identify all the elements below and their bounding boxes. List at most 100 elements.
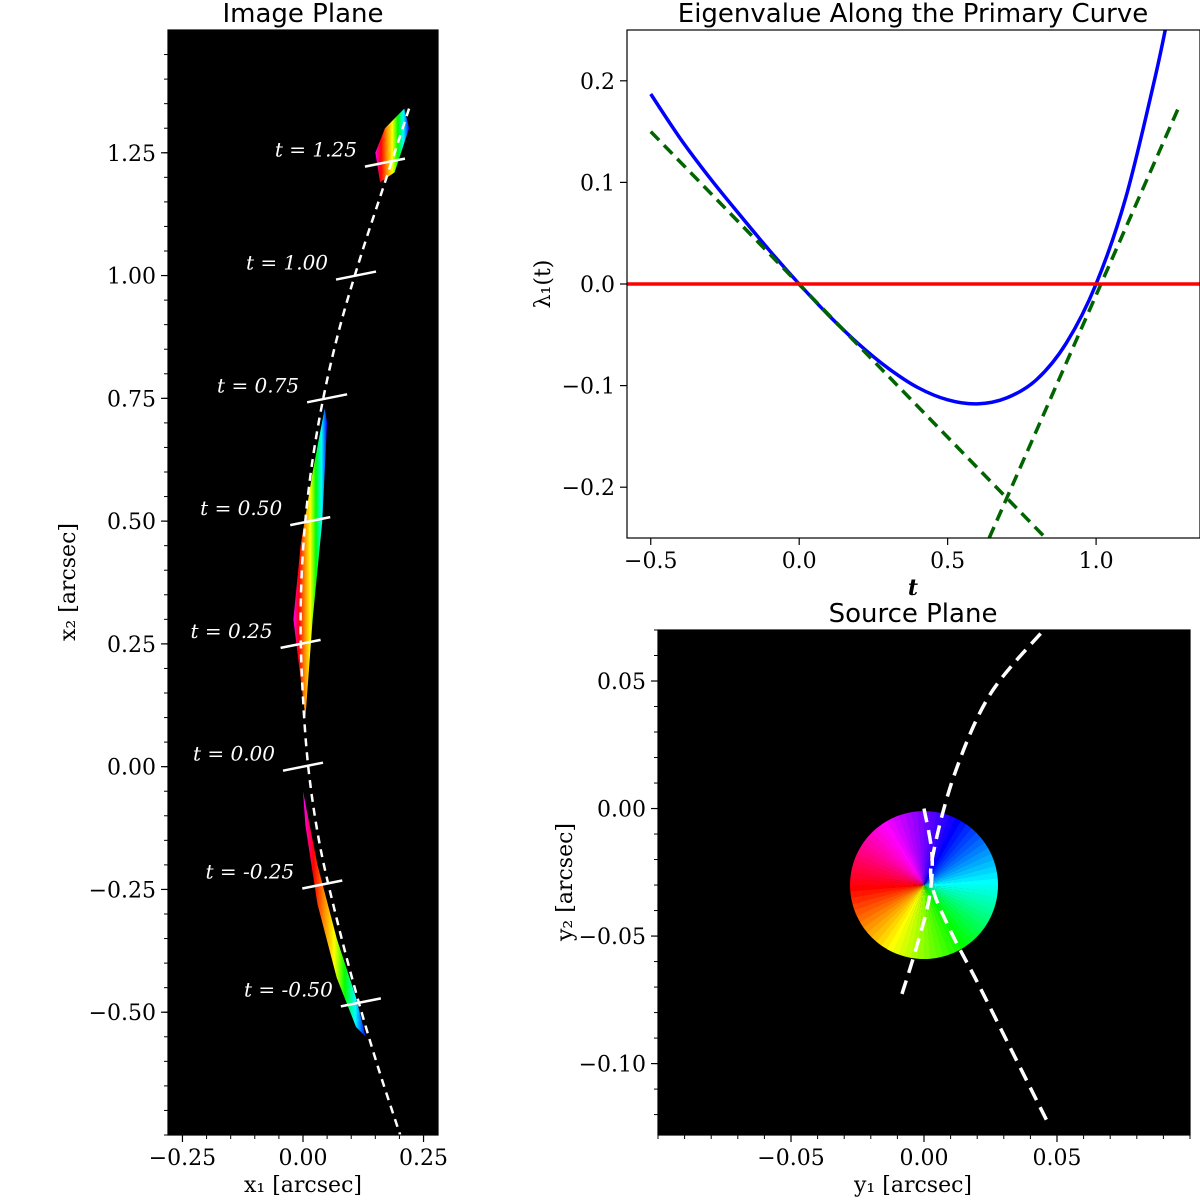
source-wedge	[924, 815, 956, 886]
x-tick-label: 0.5	[930, 549, 965, 574]
source-wedge	[924, 811, 937, 886]
source-wedge	[876, 824, 924, 886]
x-tick-label: 0.00	[900, 1146, 949, 1171]
source-wedge	[856, 848, 924, 886]
source-wedge	[924, 885, 998, 898]
y-tick-label: 0.75	[107, 387, 156, 412]
t-marker-tick	[302, 879, 343, 890]
t-marker-label: t = -0.50	[244, 977, 333, 1001]
t-marker-label: t = 0.25	[191, 619, 273, 643]
y-tick-label: −0.10	[579, 1053, 646, 1078]
source-wedge	[924, 885, 992, 923]
source-wedge	[851, 885, 924, 905]
y-tick-label: 0.0	[580, 273, 615, 298]
source-wedge	[863, 885, 924, 933]
t-marker-label: t = 1.00	[246, 251, 328, 275]
t-marker-label: t = -0.25	[205, 860, 294, 884]
source-wedge	[924, 885, 956, 955]
source-wedge	[881, 820, 924, 886]
image-plane-axes: −0.25 0.00 0.25 −0.50 −0.25 0.00 0.25 0.50 0.75 1…	[89, 29, 448, 1171]
y-tick-label: 0.1	[580, 171, 615, 196]
source-wedge	[924, 842, 989, 886]
t-marker-tick	[282, 761, 324, 772]
source-wedge	[924, 832, 981, 886]
y-tick-label: 0.05	[597, 670, 646, 695]
t-marker-label: t = 0.00	[193, 742, 275, 766]
y-tick-label: 0.00	[597, 798, 646, 823]
source-wedge	[904, 885, 924, 958]
y-tick-label: 1.25	[107, 142, 156, 167]
source-wedge	[852, 885, 924, 911]
source-wedge	[911, 885, 924, 959]
source-plane-panel: −0.05 0.00 0.05 −0.10 −0.05 0.00 0.05 Source P…	[553, 599, 1191, 1198]
y-tick-label: 0.00	[107, 756, 156, 781]
t-marker-tick	[289, 515, 331, 527]
source-wedge	[924, 859, 996, 886]
source-wedge	[871, 828, 924, 886]
source-wedge	[859, 885, 924, 928]
y-tick-label: −0.2	[562, 476, 615, 501]
source-wedge	[924, 885, 994, 917]
y-tick-label: 0.25	[107, 633, 156, 658]
source-plane-xlabel: y₁ [arcsec]	[853, 1173, 972, 1198]
source-wedge	[859, 842, 924, 886]
y-tick-label: 1.00	[107, 265, 156, 290]
source-wedge	[924, 865, 997, 886]
source-wedge	[898, 885, 924, 957]
caustic-line	[898, 808, 935, 1001]
source-wedge	[850, 872, 924, 886]
y-tick-label: −0.1	[562, 375, 615, 400]
eigenvalue-ylabel: λ₁(t)	[531, 260, 556, 309]
x-tick-label: 0.25	[399, 1146, 448, 1171]
source-wedge	[854, 853, 924, 886]
source-wedge	[867, 832, 924, 886]
image-plane-ylabel: x₂ [arcsec]	[56, 523, 81, 641]
t-markers: t = -0.50 t = -0.25 t = 0.00 t = 0.25 t = 0.…	[191, 138, 406, 1008]
t-marker-label: t = 0.50	[200, 496, 282, 520]
source-wedge	[924, 817, 961, 886]
t-marker-tick	[340, 997, 382, 1008]
source-wedge	[923, 811, 931, 886]
source-wedge	[863, 837, 924, 886]
source-wedge	[924, 885, 981, 938]
source-wedge	[850, 878, 924, 886]
source-wedge	[924, 824, 972, 886]
source-wedge	[876, 885, 924, 946]
source-plane-axes: −0.05 0.00 0.05 −0.10 −0.05 0.00 0.05	[579, 629, 1191, 1171]
y-tick-label: 0.50	[107, 510, 156, 535]
x-tick-label: −0.5	[624, 549, 677, 574]
caustic-line	[928, 630, 1048, 1121]
source-wedge	[871, 885, 924, 942]
eigenvalue-xlabel: t	[908, 575, 918, 601]
source-plane-title: Source Plane	[829, 599, 998, 629]
source-wedge	[924, 847, 992, 886]
source-wedge	[898, 813, 924, 886]
x-tick-label: 0.0	[782, 549, 817, 574]
source-wedge	[904, 812, 924, 886]
source-wedge	[892, 885, 924, 955]
x-tick-label: 1.0	[1079, 549, 1114, 574]
image-plane-panel: t = -0.50 t = -0.25 t = 0.00 t = 0.25 t = 0.…	[56, 0, 448, 1198]
t-marker-tick	[280, 638, 321, 650]
source-wedge	[924, 837, 985, 886]
caustic-curves	[898, 630, 1048, 1121]
y-tick-label: 0.2	[580, 70, 615, 95]
eigenvalue-lines	[627, 30, 1200, 538]
y-tick-label: −0.25	[89, 878, 156, 903]
x-tick-label: −0.25	[149, 1146, 216, 1171]
source-wedge	[856, 885, 924, 923]
source-wedge	[887, 885, 924, 953]
source-wedge	[892, 815, 924, 886]
image-plane-title: Image Plane	[222, 0, 383, 29]
t-marker-tick	[306, 393, 348, 404]
source-wedge	[924, 813, 950, 886]
source-wedge	[854, 885, 924, 917]
eigenvalue-title: Eigenvalue Along the Primary Curve	[678, 0, 1148, 29]
eigenvalue-series-line	[649, 30, 1168, 406]
source-wedge	[924, 853, 994, 886]
source-wedge	[924, 885, 996, 911]
source-wedge	[924, 820, 967, 886]
y-tick-label: −0.05	[579, 925, 646, 950]
t-marker-tick	[364, 157, 406, 168]
